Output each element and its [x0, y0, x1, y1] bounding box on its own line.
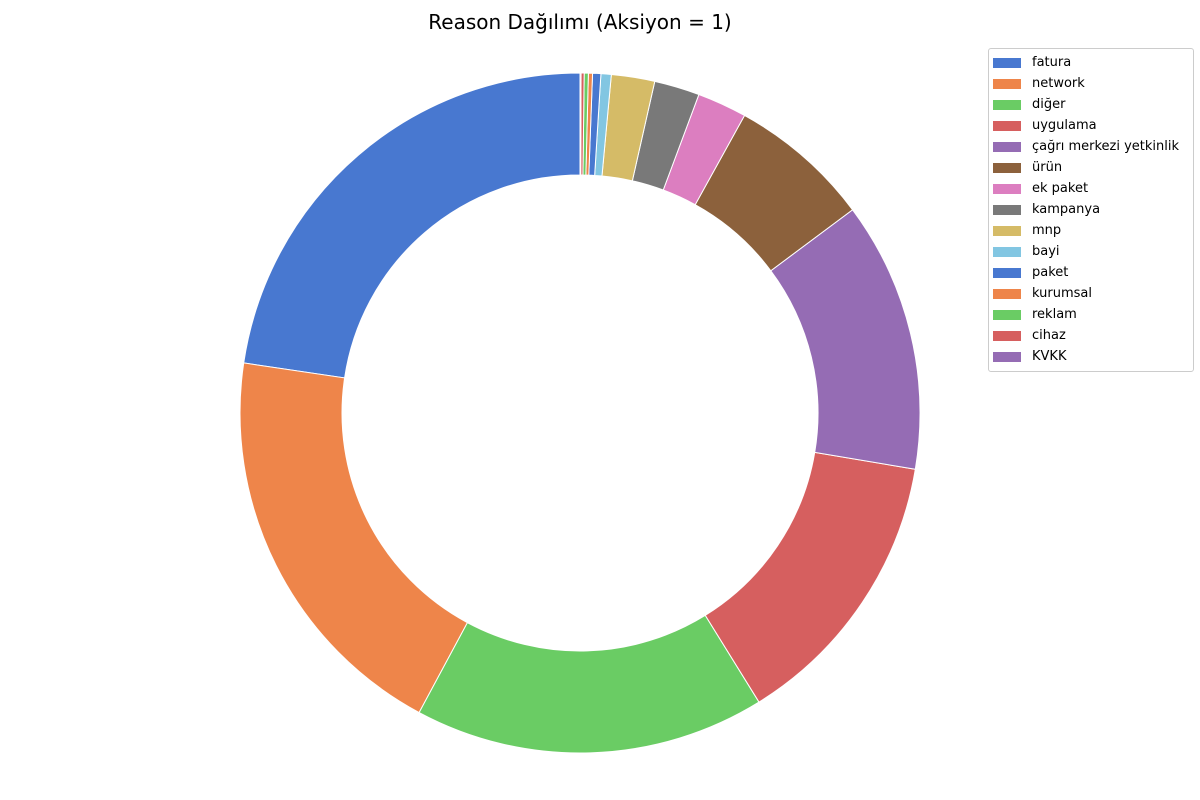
legend-swatch [993, 162, 1021, 173]
legend-label: fatura [1032, 55, 1072, 70]
legend-swatch [993, 351, 1021, 362]
legend-label: uygulama [1032, 118, 1097, 133]
legend-label: kampanya [1032, 202, 1101, 217]
slice-0 [243, 72, 581, 379]
legend-label: reklam [1032, 307, 1077, 322]
legend-swatch [993, 288, 1021, 299]
legend-item-3: uygulama [989, 115, 1193, 136]
slice-14 [579, 72, 582, 176]
legend-label: bayi [1032, 244, 1060, 259]
legend-swatch [993, 141, 1021, 152]
legend-label: cihaz [1032, 328, 1066, 343]
legend-item-8: mnp [989, 220, 1193, 241]
legend-item-4: çağrı merkezi yetkinlik [989, 136, 1193, 157]
legend-swatch [993, 99, 1021, 110]
legend-swatch [993, 57, 1021, 68]
legend-item-1: network [989, 73, 1193, 94]
legend-swatch [993, 204, 1021, 215]
chart-title: Reason Dağılımı (Aksiyon = 1) [428, 10, 732, 34]
legend-swatch [993, 120, 1021, 131]
legend-item-2: diğer [989, 94, 1193, 115]
legend-swatch [993, 78, 1021, 89]
legend-item-6: ek paket [989, 178, 1193, 199]
legend-swatch [993, 225, 1021, 236]
legend-label: diğer [1032, 97, 1066, 112]
legend-swatch [993, 267, 1021, 278]
legend-label: KVKK [1032, 349, 1067, 364]
legend-item-5: ürün [989, 157, 1193, 178]
legend-label: ek paket [1032, 181, 1089, 196]
legend-label: çağrı merkezi yetkinlik [1032, 139, 1180, 154]
legend-swatch [993, 309, 1021, 320]
legend-item-14: KVKK [989, 346, 1193, 367]
legend-label: kurumsal [1032, 286, 1092, 301]
legend-item-7: kampanya [989, 199, 1193, 220]
legend-label: paket [1032, 265, 1069, 280]
legend-swatch [993, 183, 1021, 194]
slice-2 [418, 614, 760, 754]
legend-item-0: fatura [989, 52, 1193, 73]
legend-label: ürün [1032, 160, 1063, 175]
legend-item-12: reklam [989, 304, 1193, 325]
legend-item-11: kurumsal [989, 283, 1193, 304]
legend-item-13: cihaz [989, 325, 1193, 346]
legend-item-10: paket [989, 262, 1193, 283]
legend-swatch [993, 330, 1021, 341]
legend-label: network [1032, 76, 1085, 91]
legend-label: mnp [1032, 223, 1062, 238]
legend-swatch [993, 246, 1021, 257]
legend: fatura network diğer uygulama çağrı merkezi … [988, 48, 1194, 372]
legend-item-9: bayi [989, 241, 1193, 262]
slice-3 [704, 451, 916, 703]
slice-1 [239, 362, 469, 714]
